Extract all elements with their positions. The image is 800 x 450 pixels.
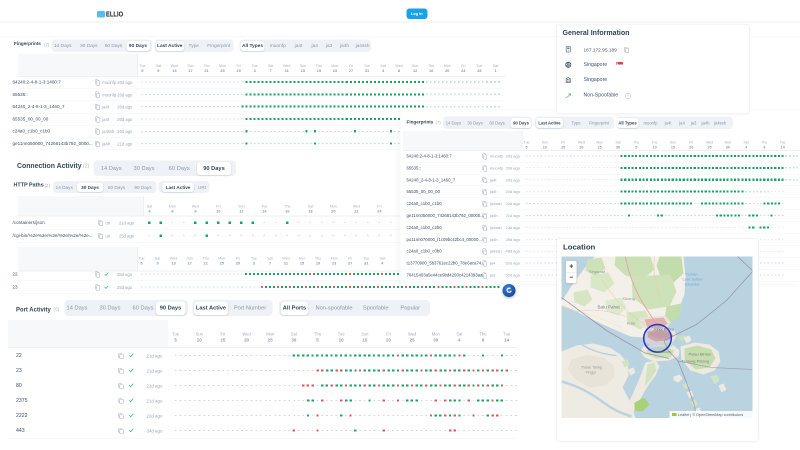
svg-text:Segamat: Segamat [589, 269, 606, 274]
svg-text:Pulau Taling: Pulau Taling [582, 366, 602, 370]
svg-text:Batu Pahat: Batu Pahat [598, 305, 621, 310]
svg-text:Taman: Taman [686, 272, 698, 277]
svg-text:Kulai: Kulai [627, 322, 636, 326]
svg-text:Batam: Batam [660, 349, 672, 354]
svg-text:Leaflet | © OpenStreetMap cont: Leaflet | © OpenStreetMap contributors [678, 413, 743, 417]
svg-text:Kluang: Kluang [623, 296, 635, 301]
svg-text:Pulau Bintan: Pulau Bintan [689, 352, 712, 357]
svg-text:Laut Sultan: Laut Sultan [683, 277, 703, 282]
svg-text:Tanjung Pinang: Tanjung Pinang [682, 359, 710, 364]
svg-text:Johor Bahru: Johor Bahru [654, 328, 674, 332]
svg-text:Iskandar: Iskandar [685, 282, 701, 287]
svg-text:Tinggi: Tinggi [586, 371, 596, 375]
